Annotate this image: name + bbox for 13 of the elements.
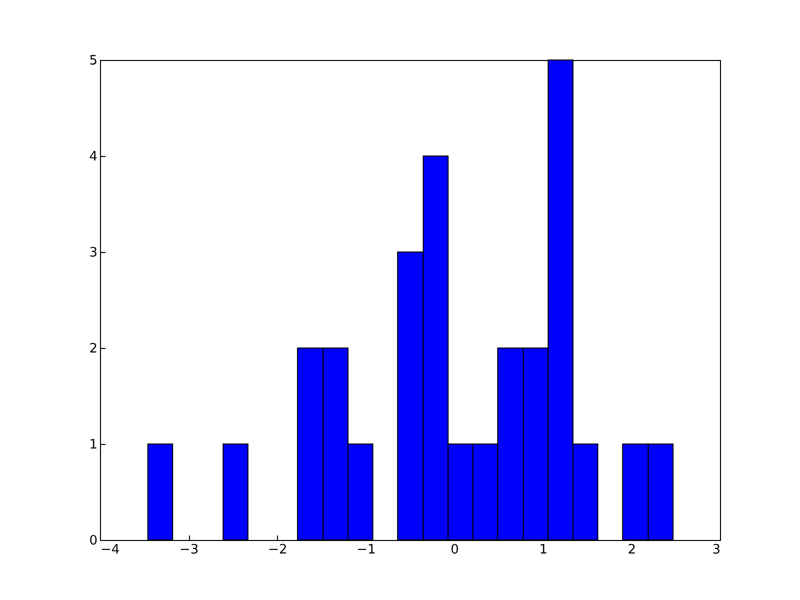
y-tick-label: 2 (89, 342, 98, 356)
x-tick-label: −4 (100, 542, 120, 558)
y-tick-label: 4 (89, 150, 98, 164)
x-tick-label: −3 (179, 542, 199, 558)
y-tick-label: 1 (89, 438, 98, 452)
x-tick-label: 3 (712, 542, 720, 558)
x-tick-label: 0 (450, 542, 459, 558)
y-tick-label: 3 (89, 246, 98, 260)
x-tick-label: 2 (628, 542, 636, 558)
x-tick-label: 1 (539, 542, 548, 558)
x-tick-label: −1 (356, 542, 376, 558)
y-tick-label: 5 (89, 54, 98, 68)
x-tick-label: −2 (268, 542, 288, 558)
